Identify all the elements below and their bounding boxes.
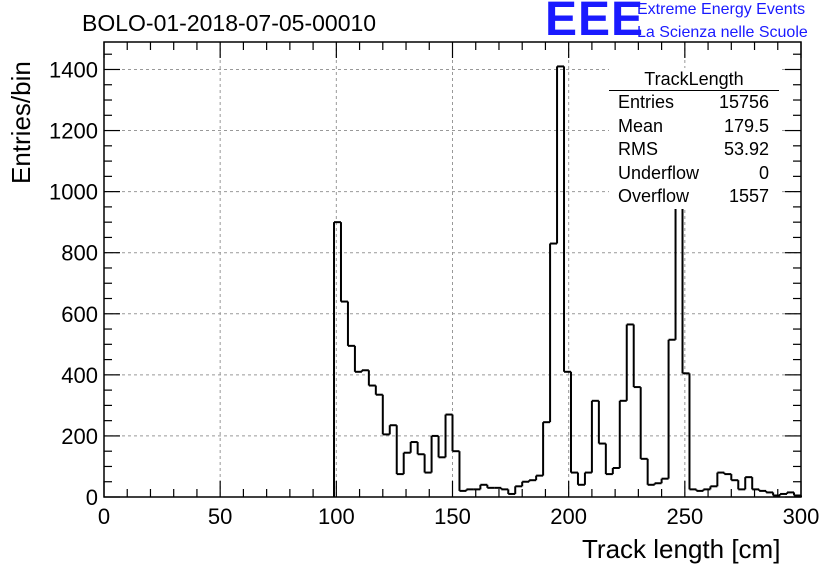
x-tick-label: 50 [208, 504, 232, 529]
y-tick-label: 400 [61, 363, 98, 388]
stats-row-rms: RMS 53.92 [609, 138, 779, 162]
stats-box: TrackLength Entries 15756 Mean 179.5 RMS 53… [609, 68, 779, 209]
stats-value: 15756 [718, 92, 769, 112]
chart-title: BOLO-01-2018-07-05-00010 [82, 10, 377, 36]
x-axis-label: Track length [cm] [582, 534, 781, 564]
x-tick-label: 200 [550, 504, 587, 529]
stats-value: 0 [758, 162, 769, 183]
tick-labels: 0 50 100 150 200 250 300 0 200 400 600 800 1000 1200 1… [49, 57, 819, 529]
stats-value: 53.92 [723, 139, 769, 159]
stats-label: Entries [618, 92, 675, 112]
stats-title: TrackLength [609, 68, 779, 91]
y-tick-label: 800 [61, 241, 98, 266]
stats-row-overflow: Overflow 1557 [609, 185, 779, 209]
stats-label: Underflow [618, 162, 700, 183]
y-tick-label: 1400 [49, 57, 98, 82]
logo-line-1: Extreme Energy Events [637, 1, 806, 18]
y-tick-label: 1000 [49, 180, 98, 205]
stats-value: 1557 [728, 186, 769, 206]
x-tick-label: 0 [98, 504, 110, 529]
stats-value: 179.5 [723, 115, 769, 136]
eee-logo: EEE [545, 0, 645, 46]
x-tick-label: 150 [434, 504, 471, 529]
y-tick-label: 200 [61, 424, 98, 449]
stats-row-underflow: Underflow 0 [609, 162, 779, 186]
x-tick-label: 250 [666, 504, 703, 529]
x-tick-label: 300 [783, 504, 820, 529]
stats-label: Overflow [618, 186, 690, 206]
axis-ticks [103, 42, 802, 498]
stats-label: Mean [618, 115, 664, 136]
stats-row-entries: Entries 15756 [609, 91, 779, 115]
y-tick-label: 0 [86, 485, 98, 510]
stats-label: RMS [618, 139, 658, 159]
y-axis-label: Entries/bin [6, 61, 36, 184]
stats-row-mean: Mean 179.5 [609, 115, 779, 139]
y-tick-label: 600 [61, 302, 98, 327]
y-tick-label: 1200 [49, 119, 98, 144]
x-tick-label: 100 [318, 504, 355, 529]
logo-line-2: La Scienza nelle Scuole [637, 24, 808, 41]
